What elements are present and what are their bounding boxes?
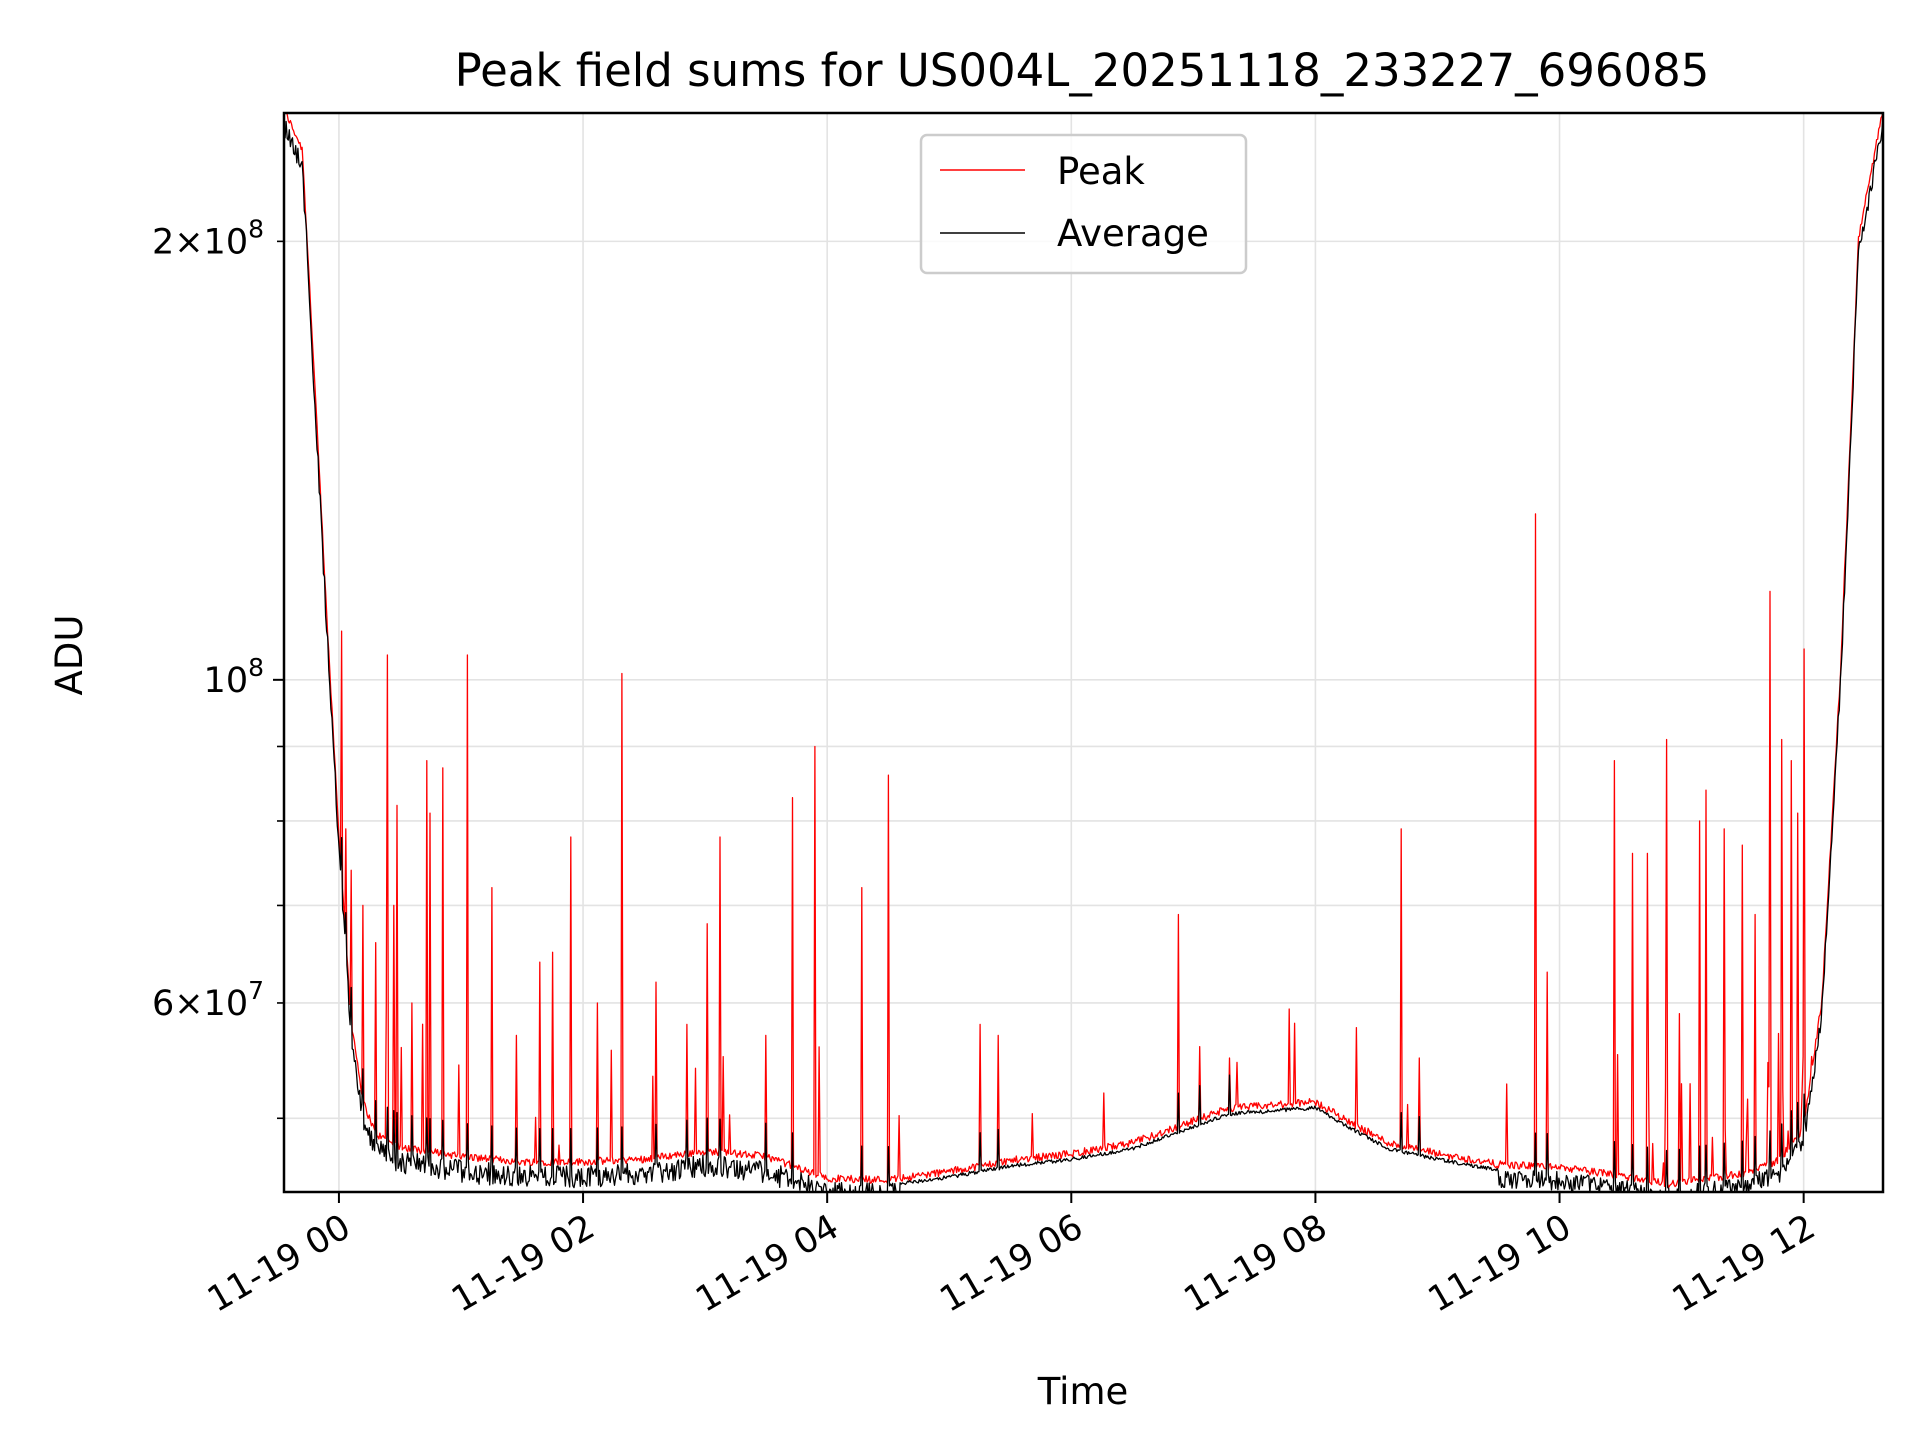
x-axis-label: Time <box>1037 1370 1129 1413</box>
y-tick-label: 2×108 <box>152 214 264 262</box>
plot-frame <box>282 111 1885 1194</box>
legend-label-peak: Peak <box>1057 150 1145 193</box>
series-average <box>284 115 1883 1192</box>
series-peak <box>286 113 1883 1189</box>
y-tick-label: 108 <box>204 653 264 701</box>
legend-label-average: Average <box>1057 212 1209 255</box>
series-line-peak <box>286 113 1883 1189</box>
y-tick-label: 6×107 <box>152 976 264 1024</box>
y-axis-label: ADU <box>48 615 91 696</box>
chart-title: Peak field sums for US004L_20251118_2332… <box>455 44 1710 97</box>
series-line-average <box>284 115 1883 1192</box>
y-axis: 108 6×107 2×108 <box>152 214 284 1120</box>
legend: Peak Average <box>919 133 1248 275</box>
